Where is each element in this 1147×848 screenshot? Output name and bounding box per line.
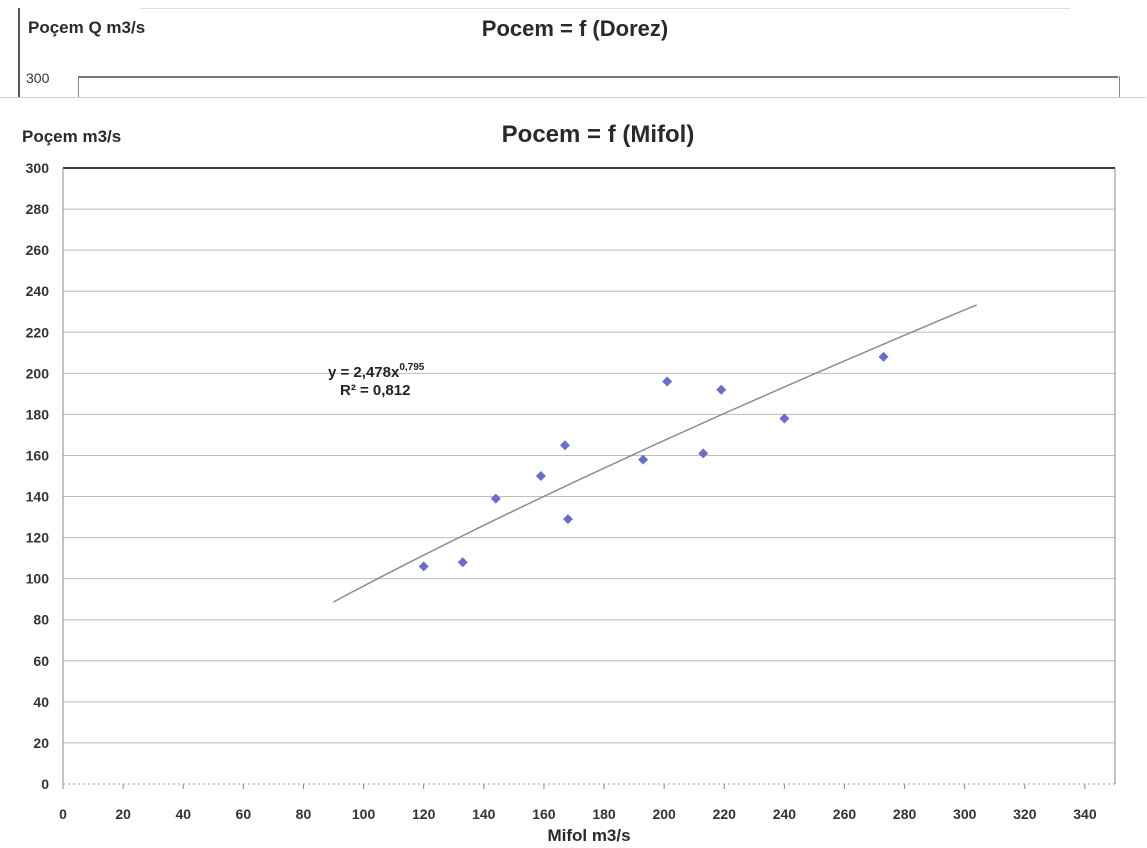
y-tick-label: 260 xyxy=(26,242,50,258)
x-tick-label: 340 xyxy=(1073,806,1097,822)
x-tick-label: 40 xyxy=(175,806,191,822)
data-point-marker xyxy=(662,376,673,387)
scatter-chart: 0204060801001201401601802002202402602803… xyxy=(22,121,1116,845)
x-tick-label: 220 xyxy=(713,806,737,822)
y-tick-label: 100 xyxy=(26,571,50,587)
data-point-marker xyxy=(562,514,573,525)
background-chart-panel: Poçem Q m3/s Pocem = f (Dorez) 300 xyxy=(18,8,1130,126)
x-axis-title: Mifol m3/s xyxy=(547,826,630,845)
y-tick-label: 40 xyxy=(33,694,49,710)
trendline-equation-exponent: 0,795 xyxy=(399,362,424,373)
data-point-marker xyxy=(490,493,501,504)
data-points xyxy=(418,351,889,572)
x-tick-label: 280 xyxy=(893,806,917,822)
background-chart-title: Pocem = f (Dorez) xyxy=(481,16,669,41)
gridlines xyxy=(63,167,1115,744)
x-tick-label: 140 xyxy=(472,806,496,822)
x-tick-label: 260 xyxy=(833,806,857,822)
background-chart-top-rule xyxy=(140,8,1070,9)
chart-title: Pocem = f (Mifol) xyxy=(502,121,695,148)
x-tick-label: 0 xyxy=(59,806,67,822)
data-point-marker xyxy=(559,440,570,451)
main-chart-panel: 0 20 40 60 80 100 120 140 160 180 200 220 240 260 280 3… xyxy=(0,98,1147,848)
y-tick-label: 160 xyxy=(26,447,50,463)
trendline-r-squared: R² = 0,812 xyxy=(340,382,410,399)
data-point-marker xyxy=(716,384,727,395)
background-chart-y-axis-label: Poçem Q m3/s xyxy=(28,18,146,37)
data-point-marker xyxy=(535,471,546,481)
axes xyxy=(62,167,1116,789)
x-tick-label: 160 xyxy=(532,806,556,822)
trendline-equation-base: y = 2,478x xyxy=(328,364,400,381)
trendline-group xyxy=(333,304,977,603)
y-tick-label: 240 xyxy=(26,283,50,299)
x-tick-label: 60 xyxy=(236,806,252,822)
y-tick-label: 220 xyxy=(26,324,50,340)
y-tick-label: 120 xyxy=(26,530,50,546)
x-tick-label: 320 xyxy=(1013,806,1037,822)
y-tick-label: 80 xyxy=(33,612,49,628)
data-point-marker xyxy=(457,557,468,568)
background-chart-y-tick-label: 300 xyxy=(26,70,50,86)
y-axis-title: Poçem m3/s xyxy=(22,127,121,146)
y-tick-label: 200 xyxy=(26,365,50,381)
x-tick-label: 120 xyxy=(412,806,436,822)
y-tick-label: 60 xyxy=(33,653,49,669)
x-tick-label: 200 xyxy=(652,806,676,822)
x-tick-label: 20 xyxy=(115,806,131,822)
axis-labels: 0204060801001201401601802002202402602803… xyxy=(26,160,1097,822)
x-tick-label: 300 xyxy=(953,806,977,822)
y-tick-label: 180 xyxy=(26,406,50,422)
data-point-marker xyxy=(418,561,429,572)
data-point-marker xyxy=(698,448,709,459)
y-tick-label: 140 xyxy=(26,489,50,505)
y-tick-label: 300 xyxy=(26,160,50,176)
data-point-marker xyxy=(779,413,790,424)
y-tick-label: 20 xyxy=(33,735,49,751)
power-trendline xyxy=(333,304,977,603)
y-tick-label: 0 xyxy=(41,776,49,792)
x-tick-label: 100 xyxy=(352,806,376,822)
data-point-marker xyxy=(638,454,649,465)
trendline-equation: y = 2,478x0,795 xyxy=(328,362,425,381)
data-point-marker xyxy=(878,351,889,362)
x-tick-label: 180 xyxy=(592,806,616,822)
x-tick-label: 240 xyxy=(773,806,797,822)
y-tick-label: 280 xyxy=(26,201,50,217)
x-tick-label: 80 xyxy=(296,806,312,822)
background-chart-plot-border xyxy=(78,76,1118,78)
